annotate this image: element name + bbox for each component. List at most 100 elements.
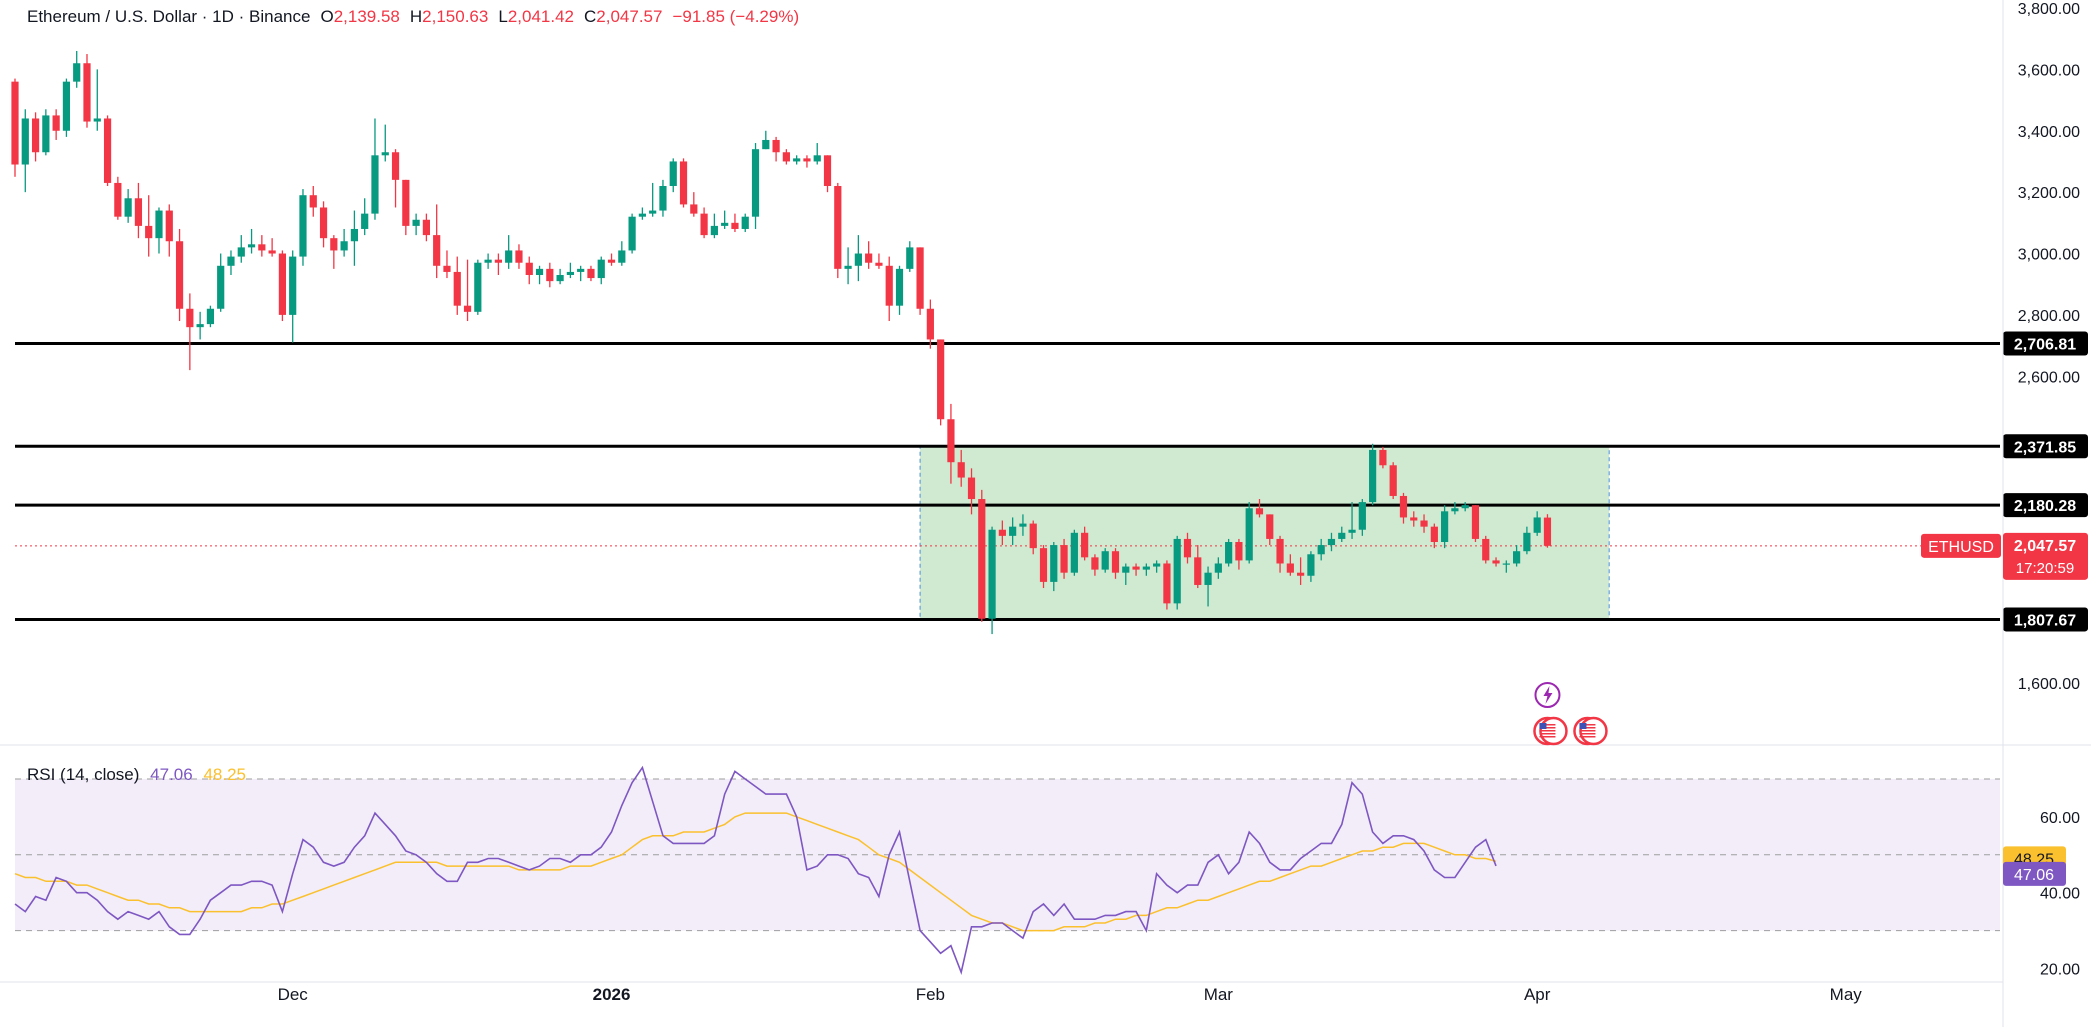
- us-flag-event-icon[interactable]: [1573, 716, 1608, 746]
- candle-body: [1194, 557, 1202, 585]
- candle: [556, 268, 564, 285]
- candle-body: [443, 265, 451, 272]
- candle: [165, 204, 173, 257]
- candle-body: [967, 477, 976, 500]
- price-tick-label: 2,600.00: [2018, 369, 2080, 386]
- time-tick-label: Mar: [1204, 985, 1234, 1004]
- candle: [967, 468, 976, 515]
- candle-body: [1225, 542, 1233, 564]
- horizontal-levels[interactable]: 2,706.81 2,371.85 2,180.28 1,807.67: [15, 331, 2088, 632]
- candle-body: [659, 186, 667, 211]
- candle: [1225, 538, 1233, 567]
- candle-body: [1132, 566, 1140, 570]
- candle-body: [1019, 523, 1027, 527]
- candle: [834, 182, 842, 279]
- candle-body: [1235, 542, 1243, 561]
- candle-body: [1276, 538, 1284, 564]
- countdown-label: 17:20:59: [2016, 560, 2074, 577]
- candle-body: [1245, 508, 1253, 561]
- flag-stripe: [1539, 727, 1556, 729]
- candle: [700, 207, 708, 239]
- time-tick-label: Feb: [916, 985, 945, 1004]
- candle: [21, 109, 29, 193]
- candle: [217, 253, 225, 312]
- candle: [1276, 535, 1284, 573]
- candle: [175, 228, 184, 322]
- candle-body: [73, 63, 81, 82]
- flag-stripe: [1579, 736, 1596, 738]
- candle: [1410, 511, 1418, 527]
- candle-body: [237, 247, 245, 257]
- candle: [227, 250, 235, 275]
- candle-body: [751, 149, 760, 217]
- candle-body: [227, 256, 235, 266]
- time-tick-label: May: [1830, 985, 1863, 1004]
- candle: [391, 149, 400, 208]
- candle-body: [1317, 545, 1325, 555]
- candle: [1358, 499, 1366, 536]
- lightning-event-icon[interactable]: [1534, 682, 1561, 708]
- candle-body: [412, 219, 420, 226]
- candle: [762, 130, 770, 150]
- candle-body: [700, 213, 708, 236]
- candle: [1502, 560, 1510, 573]
- rsi-value: 47.06: [150, 765, 193, 784]
- candle: [813, 143, 821, 165]
- candle: [299, 189, 307, 266]
- candle-body: [731, 222, 739, 229]
- candle-body: [895, 268, 904, 306]
- flag-stripe: [1579, 730, 1596, 732]
- candle: [1009, 517, 1017, 546]
- candle: [649, 182, 657, 217]
- candle: [73, 50, 81, 88]
- candle-body: [854, 253, 862, 266]
- candle: [186, 293, 194, 371]
- ticker-tag-label: ETHUSD: [1928, 539, 1994, 556]
- candle: [1399, 492, 1408, 524]
- candle-body: [525, 262, 533, 275]
- rsi-legend[interactable]: RSI (14, close) 47.06 48.25: [27, 765, 246, 785]
- candle-body: [515, 250, 523, 263]
- candle: [1132, 563, 1140, 576]
- candle-body: [638, 213, 646, 217]
- candle: [93, 69, 101, 131]
- candle: [1471, 505, 1480, 542]
- candle-body: [772, 139, 780, 153]
- candle-body: [1369, 449, 1377, 503]
- candle: [1142, 563, 1150, 576]
- candle: [1039, 545, 1048, 589]
- candle: [1482, 535, 1490, 564]
- ticker-tag[interactable]: [1921, 533, 2001, 558]
- candle: [885, 256, 893, 322]
- candle-body: [422, 219, 430, 236]
- candle-body: [340, 241, 348, 251]
- candle-body: [103, 118, 112, 183]
- candle: [1019, 514, 1027, 536]
- us-flag-event-icon[interactable]: [1533, 716, 1568, 746]
- candle: [1194, 545, 1202, 589]
- candle-body: [587, 268, 595, 279]
- price-tick-label: 3,400.00: [2018, 124, 2080, 141]
- candle: [1513, 545, 1521, 567]
- candle-body: [1379, 449, 1387, 466]
- candle-body: [865, 253, 873, 263]
- candle: [525, 256, 533, 285]
- rsi-ma-value: 48.25: [203, 765, 246, 784]
- candle: [1369, 443, 1377, 506]
- candle-body: [1533, 517, 1541, 533]
- close-value: 2,047.57: [596, 7, 663, 26]
- candle-body: [1410, 517, 1418, 521]
- candle: [42, 109, 50, 156]
- flag-stripe: [1539, 724, 1556, 726]
- candle: [237, 235, 245, 263]
- candle-body: [844, 265, 852, 269]
- candle-body: [597, 259, 605, 279]
- rsi-tick-label: 20.00: [2040, 961, 2080, 978]
- candle-body: [1173, 538, 1181, 604]
- event-icons[interactable]: [1533, 682, 1608, 746]
- candle-body: [1081, 532, 1089, 558]
- candle: [31, 112, 40, 162]
- rsi-series: [14, 765, 1497, 976]
- symbol-title[interactable]: Ethereum / U.S. Dollar · 1D · Binance: [27, 7, 311, 26]
